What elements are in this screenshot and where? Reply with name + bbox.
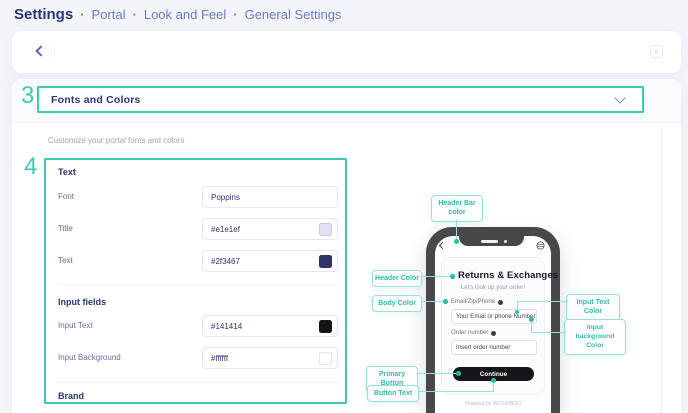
callout-input-background-color: Input background Color [564,319,626,355]
section-header-brand: Brand [58,391,85,401]
connector-line [422,301,444,302]
section-header-input-fields: Input fields [58,297,106,307]
input-text-color-input[interactable]: #141414 [202,315,338,337]
field-label-input-background: Input Background [58,353,121,362]
text-color-input[interactable]: #2f3467 [202,250,338,272]
breadcrumb-item-general-settings[interactable]: General Settings [244,7,342,22]
font-input[interactable]: Poppins [202,186,338,208]
callout-header-color: Header Color [372,270,422,288]
header-bar-dot [454,239,459,244]
breadcrumb: Settings · Portal · Look and Feel · Gene… [14,6,341,23]
toolbar-card [12,31,681,73]
header-color-dot [450,274,455,279]
powered-by-text: Powered by RETURNGO [464,401,522,407]
button-text-dot [491,378,496,383]
phone-order-label: Order number [451,330,497,336]
input-text-color-swatch[interactable] [319,320,332,333]
accordion-header-fonts-and-colors[interactable]: Fonts and Colors [39,88,642,111]
phone-speaker [481,240,498,243]
text-color-swatch[interactable] [319,255,332,268]
section-description: Customize your portal fonts and colors [48,136,185,145]
info-icon [498,299,504,305]
title-color-value: #e1e1ef [211,224,240,234]
connector-line [419,391,493,392]
input-text-color-dot [515,310,519,314]
field-label-text: Text [58,256,73,265]
input-background-color-swatch[interactable] [319,352,332,365]
phone-email-input: Your Email or phone Number [451,309,537,324]
callout-input-text-color: Input Text Color [566,294,620,321]
title-color-input[interactable]: #e1e1ef [202,218,338,240]
callout-button-text: Button Text [367,385,419,403]
connector-line [531,332,564,333]
pane-divider [661,123,662,413]
connector-line [418,373,456,374]
accordion-title: Fonts and Colors [51,93,141,106]
field-label-font: Font [58,192,75,201]
toolbar-divider [54,44,55,60]
breadcrumb-item-portal[interactable]: Portal [91,7,126,22]
input-background-color-value: #ffffff [211,353,229,363]
page-title: Settings [14,6,74,23]
annotation-number-3: 3 [21,82,35,109]
phone-subtitle: Let's look up your order! [460,285,526,291]
phone-camera [504,240,507,243]
connector-line [422,276,450,277]
content-card: 3 Fonts and Colors Customize your portal… [12,79,681,413]
form-divider [58,284,338,285]
breadcrumb-separator: · [132,7,137,22]
callout-body-color: Body Color [372,295,422,313]
title-color-swatch[interactable] [319,223,332,236]
annotation-box-3: Fonts and Colors [37,86,644,113]
breadcrumb-separator: · [80,7,85,22]
field-label-input-text: Input Text [58,321,93,330]
text-color-value: #2f3467 [211,256,240,266]
info-icon [491,330,497,336]
input-background-color-input[interactable]: #ffffff [202,347,338,369]
primary-button-dot [456,371,461,376]
connector-line [517,301,566,302]
back-icon[interactable] [35,45,47,57]
connector-line [456,219,457,240]
phone-email-label: Email/Zip/Phone [451,299,504,305]
form-divider [58,382,338,383]
callout-header-bar-color: Header Bar color [431,195,483,222]
chevron-down-icon[interactable] [614,92,626,104]
phone-title: Returns & Exchanges [458,270,559,281]
breadcrumb-item-look-and-feel[interactable]: Look and Feel [143,7,227,22]
breadcrumb-separator: · [233,7,238,22]
connector-line [517,301,518,311]
language-globe-icon [536,241,545,250]
section-header-text: Text [58,167,76,177]
field-label-title: Title [58,224,73,233]
input-text-color-value: #141414 [211,321,243,331]
connector-line [493,381,494,392]
font-value: Poppins [211,192,240,202]
header-action-icon[interactable] [650,45,663,58]
phone-continue-button: Continue [453,367,534,381]
annotation-number-4: 4 [24,153,38,180]
body-color-dot [443,299,448,304]
connector-line [531,321,532,333]
input-background-dot [529,317,534,322]
phone-continue-label: Continue [479,370,508,378]
annotation-box-4 [44,158,347,404]
phone-order-input: Insert order number [451,340,537,355]
